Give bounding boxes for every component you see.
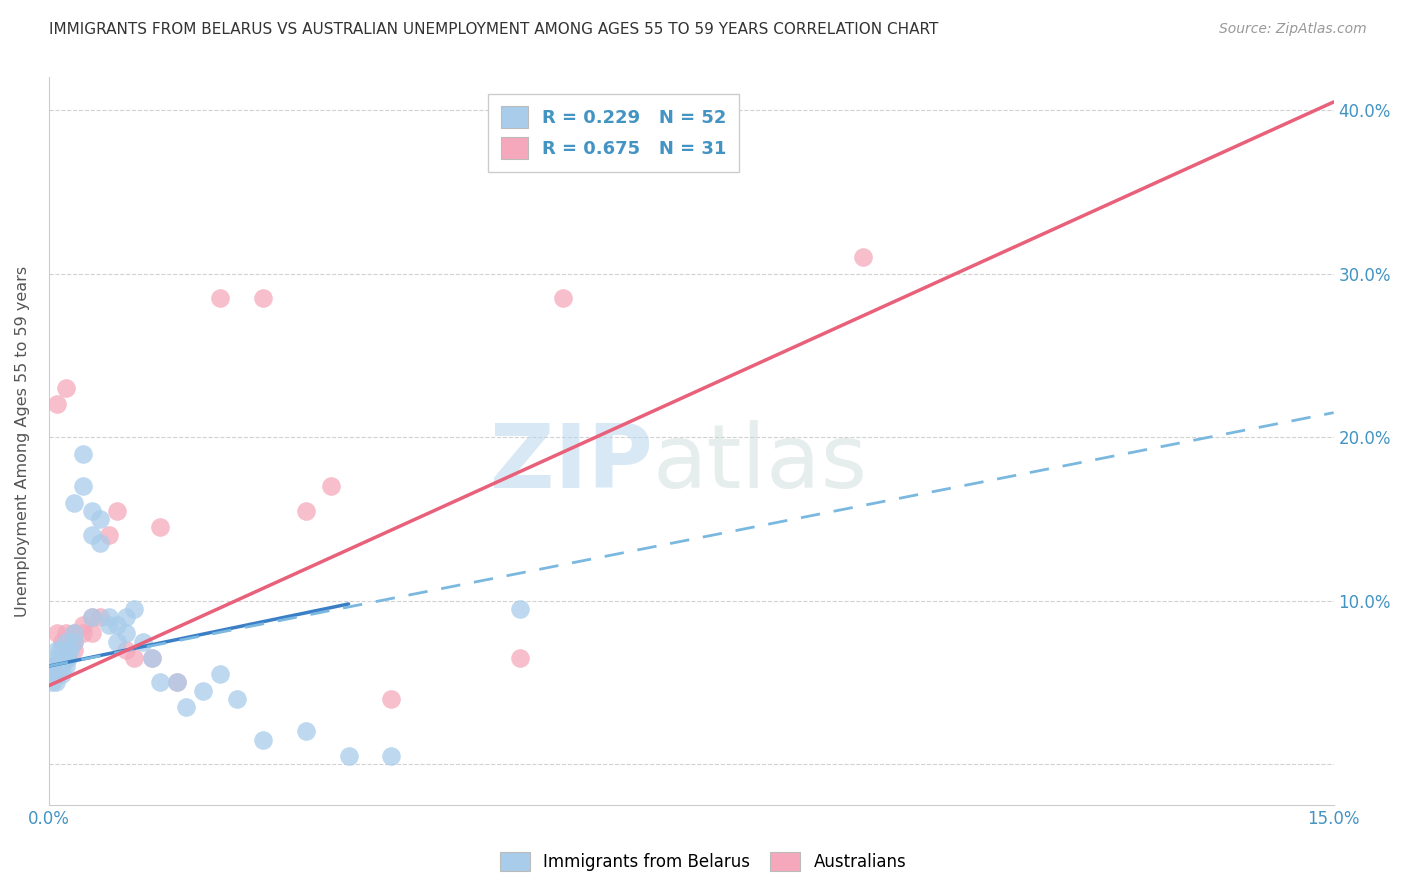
- Point: [80, 626, 103, 640]
- Point: [89, 610, 111, 624]
- Point: [55, 381, 77, 395]
- Point: [72, 626, 94, 640]
- Point: [46, 626, 69, 640]
- Point: [51, 634, 73, 648]
- Text: IMMIGRANTS FROM BELARUS VS AUSTRALIAN UNEMPLOYMENT AMONG AGES 55 TO 59 YEARS COR: IMMIGRANTS FROM BELARUS VS AUSTRALIAN UN…: [49, 22, 939, 37]
- Point: [80, 610, 103, 624]
- Point: [42, 659, 65, 673]
- Point: [49, 651, 72, 665]
- Point: [115, 610, 138, 624]
- Point: [252, 291, 274, 305]
- Point: [46, 651, 69, 665]
- Point: [115, 626, 138, 640]
- Point: [191, 683, 214, 698]
- Point: [46, 397, 69, 411]
- Point: [294, 724, 316, 739]
- Point: [63, 634, 86, 648]
- Point: [80, 504, 103, 518]
- Point: [45, 675, 67, 690]
- Point: [115, 642, 138, 657]
- Text: Source: ZipAtlas.com: Source: ZipAtlas.com: [1219, 22, 1367, 37]
- Point: [141, 651, 163, 665]
- Point: [72, 618, 94, 632]
- Point: [226, 691, 249, 706]
- Point: [97, 618, 120, 632]
- Point: [294, 504, 316, 518]
- Point: [209, 291, 232, 305]
- Point: [51, 667, 73, 681]
- Point: [55, 626, 77, 640]
- Point: [89, 512, 111, 526]
- Point: [55, 651, 77, 665]
- Point: [174, 700, 197, 714]
- Point: [46, 642, 69, 657]
- Point: [72, 479, 94, 493]
- Point: [551, 291, 574, 305]
- Legend: R = 0.229   N = 52, R = 0.675   N = 31: R = 0.229 N = 52, R = 0.675 N = 31: [488, 94, 740, 172]
- Point: [97, 528, 120, 542]
- Point: [105, 618, 128, 632]
- Y-axis label: Unemployment Among Ages 55 to 59 years: Unemployment Among Ages 55 to 59 years: [15, 266, 30, 617]
- Point: [48, 659, 70, 673]
- Point: [337, 749, 360, 764]
- Point: [97, 610, 120, 624]
- Point: [380, 691, 402, 706]
- Point: [105, 504, 128, 518]
- Point: [209, 667, 232, 681]
- Point: [63, 495, 86, 509]
- Point: [41, 675, 63, 690]
- Point: [89, 536, 111, 550]
- Point: [63, 626, 86, 640]
- Point: [46, 667, 69, 681]
- Point: [56, 651, 79, 665]
- Point: [166, 675, 188, 690]
- Point: [141, 651, 163, 665]
- Point: [63, 642, 86, 657]
- Point: [252, 732, 274, 747]
- Point: [509, 602, 531, 616]
- Point: [63, 634, 86, 648]
- Point: [55, 634, 77, 648]
- Point: [80, 610, 103, 624]
- Point: [72, 446, 94, 460]
- Point: [851, 250, 873, 264]
- Point: [80, 528, 103, 542]
- Point: [321, 479, 343, 493]
- Point: [124, 602, 146, 616]
- Point: [166, 675, 188, 690]
- Point: [51, 659, 73, 673]
- Point: [42, 667, 65, 681]
- Point: [149, 675, 172, 690]
- Point: [55, 659, 77, 673]
- Point: [55, 642, 77, 657]
- Point: [39, 667, 62, 681]
- Point: [124, 651, 146, 665]
- Text: ZIP: ZIP: [489, 419, 652, 507]
- Point: [59, 642, 82, 657]
- Point: [41, 659, 63, 673]
- Point: [132, 634, 155, 648]
- Point: [49, 642, 72, 657]
- Legend: Immigrants from Belarus, Australians: Immigrants from Belarus, Australians: [492, 843, 914, 880]
- Point: [55, 642, 77, 657]
- Point: [63, 626, 86, 640]
- Text: atlas: atlas: [652, 419, 868, 507]
- Point: [105, 634, 128, 648]
- Point: [44, 667, 66, 681]
- Point: [509, 651, 531, 665]
- Point: [380, 749, 402, 764]
- Point: [42, 667, 65, 681]
- Point: [149, 520, 172, 534]
- Point: [41, 659, 63, 673]
- Point: [45, 659, 67, 673]
